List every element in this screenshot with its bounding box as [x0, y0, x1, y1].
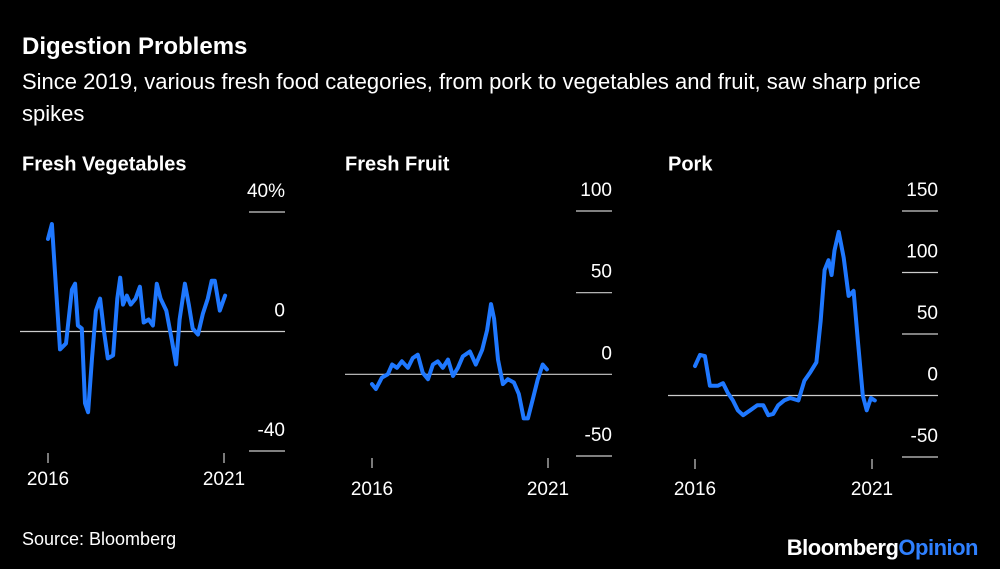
y-tick-label: -50 — [585, 425, 612, 446]
series-line — [370, 302, 549, 421]
title: Digestion Problems — [22, 33, 248, 60]
x-tick-label: 2016 — [27, 469, 69, 490]
y-tick-label: 0 — [927, 365, 938, 386]
y-tick-label: 100 — [580, 180, 612, 201]
series-line — [46, 222, 228, 415]
brand-suffix: Opinion — [898, 535, 978, 560]
x-tick-label: 2016 — [674, 479, 716, 500]
y-tick-label: 40% — [247, 181, 285, 202]
y-tick-label: -50 — [911, 426, 938, 447]
series-line — [693, 229, 877, 418]
x-tick-label: 2021 — [203, 469, 245, 490]
x-tick-label: 2021 — [851, 479, 893, 500]
panel-title: Fresh Vegetables — [22, 153, 187, 175]
y-tick-label: 100 — [906, 242, 938, 263]
brand: BloombergOpinion — [786, 535, 979, 561]
y-tick-label: 150 — [906, 180, 938, 201]
x-tick-label: 2021 — [527, 479, 569, 500]
panel-title: Fresh Fruit — [345, 153, 450, 175]
y-tick-label: 0 — [601, 343, 612, 364]
y-tick-label: 0 — [274, 301, 285, 322]
subtitle: Since 2019, various fresh food categorie… — [22, 69, 921, 126]
y-tick-label: -40 — [258, 420, 285, 441]
y-tick-label: 50 — [917, 303, 938, 324]
source: Source: Bloomberg — [22, 529, 177, 549]
brand-name: Bloomberg — [786, 535, 899, 560]
y-tick-label: 50 — [591, 262, 612, 283]
panel-title: Pork — [668, 153, 713, 175]
x-tick-label: 2016 — [351, 479, 393, 500]
